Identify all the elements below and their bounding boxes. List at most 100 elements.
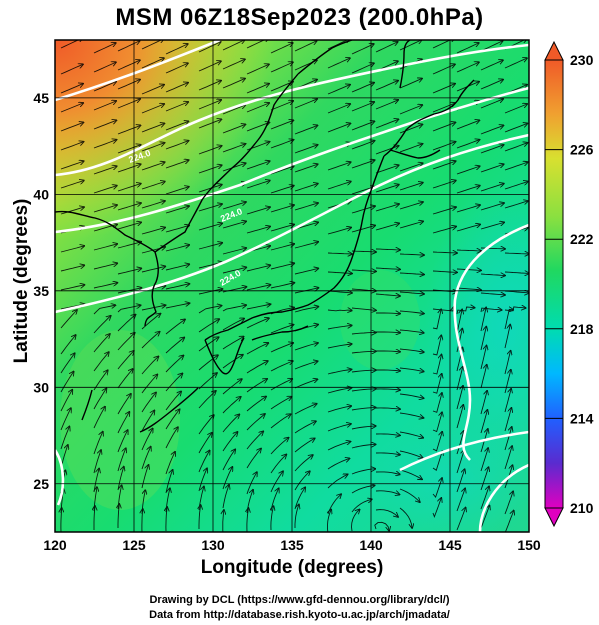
streamline xyxy=(198,306,222,314)
isotherm-contours xyxy=(55,40,529,532)
streamline xyxy=(399,431,423,438)
streamline xyxy=(504,309,513,330)
streamline xyxy=(165,187,189,195)
streamline xyxy=(327,325,352,330)
streamline xyxy=(60,372,74,393)
streamline xyxy=(504,182,528,190)
streamline xyxy=(198,451,210,473)
streamline xyxy=(327,85,350,95)
streamline xyxy=(456,62,479,73)
streamline xyxy=(165,284,189,290)
streamline xyxy=(165,303,190,309)
streamline xyxy=(432,161,456,170)
x-tick-label: 145 xyxy=(438,537,462,553)
streamline xyxy=(432,498,441,518)
streamline xyxy=(456,508,466,531)
streamline xyxy=(270,325,294,334)
credit-drawing: Drawing by DCL (https://www.gfd-dennou.o… xyxy=(149,594,450,606)
streamline xyxy=(456,140,480,149)
streamline xyxy=(480,164,504,173)
streamline xyxy=(93,283,117,289)
streamline xyxy=(222,355,243,369)
streamline xyxy=(93,334,110,353)
streamline xyxy=(93,205,117,213)
streamline xyxy=(294,203,318,211)
streamline xyxy=(222,267,246,274)
streamline xyxy=(456,288,481,290)
streamline xyxy=(141,182,165,190)
streamline xyxy=(246,84,269,94)
streamline xyxy=(270,120,293,130)
streamline xyxy=(246,472,257,495)
streamline xyxy=(141,375,157,394)
streamline xyxy=(375,453,400,455)
streamline xyxy=(480,506,490,529)
streamline xyxy=(246,103,269,113)
streamline xyxy=(376,370,400,371)
streamline xyxy=(222,305,246,312)
x-tick-label: 150 xyxy=(517,537,541,553)
streamline xyxy=(93,82,116,92)
streamline xyxy=(198,337,219,352)
streamline xyxy=(327,388,351,394)
streamline xyxy=(294,379,317,389)
streamline xyxy=(351,444,376,449)
y-axis-label: Latitude (degrees) xyxy=(11,198,32,364)
streamline xyxy=(222,79,245,89)
x-tick-label: 120 xyxy=(43,537,67,553)
streamline xyxy=(270,414,291,429)
streamline xyxy=(142,509,143,532)
streamline xyxy=(327,458,350,470)
streamline xyxy=(141,332,160,349)
streamline xyxy=(60,207,84,215)
colorbar: 230 226 222 218 214 210 xyxy=(544,40,594,528)
streamline xyxy=(480,41,503,52)
streamline xyxy=(327,182,351,190)
streamline xyxy=(246,414,265,431)
streamline xyxy=(432,478,442,499)
streamline xyxy=(432,227,456,234)
streamline xyxy=(383,534,400,550)
streamline xyxy=(198,204,222,212)
streamline xyxy=(198,319,219,333)
streamline xyxy=(504,291,529,293)
colorbar-label: 218 xyxy=(570,321,594,337)
streamline xyxy=(141,143,165,152)
streamline xyxy=(327,442,350,451)
streamline xyxy=(432,451,442,472)
streamline xyxy=(270,438,289,455)
streamline xyxy=(246,40,269,49)
streamline xyxy=(222,248,246,255)
streamline xyxy=(480,486,489,510)
streamline xyxy=(294,99,317,109)
streamline xyxy=(270,205,294,213)
streamline xyxy=(117,268,141,275)
streamline xyxy=(399,273,424,275)
streamline xyxy=(60,335,76,355)
streamline xyxy=(294,404,317,415)
streamline xyxy=(328,510,332,532)
streamline xyxy=(198,61,221,72)
streamline xyxy=(480,274,505,276)
streamline xyxy=(270,43,293,54)
streamline xyxy=(198,223,222,231)
streamline xyxy=(198,373,217,390)
streamline xyxy=(165,374,182,392)
streamline xyxy=(456,166,480,175)
streamline xyxy=(165,427,178,449)
streamline xyxy=(399,330,424,333)
streamline xyxy=(165,338,184,354)
streamline xyxy=(351,510,360,532)
streamline xyxy=(504,123,527,133)
streamline xyxy=(351,251,376,252)
streamline xyxy=(60,103,83,113)
streamline xyxy=(198,262,222,269)
streamline xyxy=(399,254,424,255)
streamline xyxy=(222,163,246,172)
streamline xyxy=(432,84,455,94)
streamline xyxy=(351,499,372,513)
streamline xyxy=(222,414,239,433)
streamline xyxy=(93,370,108,391)
streamline xyxy=(93,450,101,474)
streamline xyxy=(117,125,140,135)
